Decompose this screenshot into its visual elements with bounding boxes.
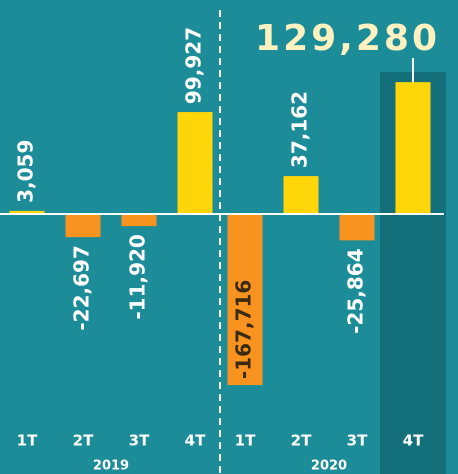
bar (121, 214, 157, 227)
value-label: -22,697 (70, 245, 94, 330)
bar (177, 112, 213, 214)
x-tick-label: 4T (185, 432, 206, 450)
value-label: -167,716 (232, 280, 256, 379)
value-label: -11,920 (126, 234, 150, 319)
bar (283, 176, 319, 214)
group-label: 2019 (93, 459, 129, 474)
x-tick-label: 3T (347, 432, 368, 450)
value-label: -25,864 (344, 248, 368, 333)
value-label: 3,059 (14, 140, 38, 203)
x-tick-label: 3T (129, 432, 150, 450)
bar (339, 214, 375, 241)
group-label: 2020 (311, 459, 347, 474)
x-tick-label: 2T (291, 432, 312, 450)
bar (395, 82, 431, 214)
x-tick-label: 1T (235, 432, 256, 450)
value-label: 129,280 (255, 18, 440, 59)
x-tick-label: 1T (17, 432, 38, 450)
bar (9, 210, 45, 214)
bar (65, 214, 101, 238)
value-label: 99,927 (182, 27, 206, 104)
x-tick-label: 4T (403, 432, 424, 450)
bar (227, 214, 263, 386)
value-label: 37,162 (288, 91, 312, 168)
x-tick-label: 2T (73, 432, 94, 450)
